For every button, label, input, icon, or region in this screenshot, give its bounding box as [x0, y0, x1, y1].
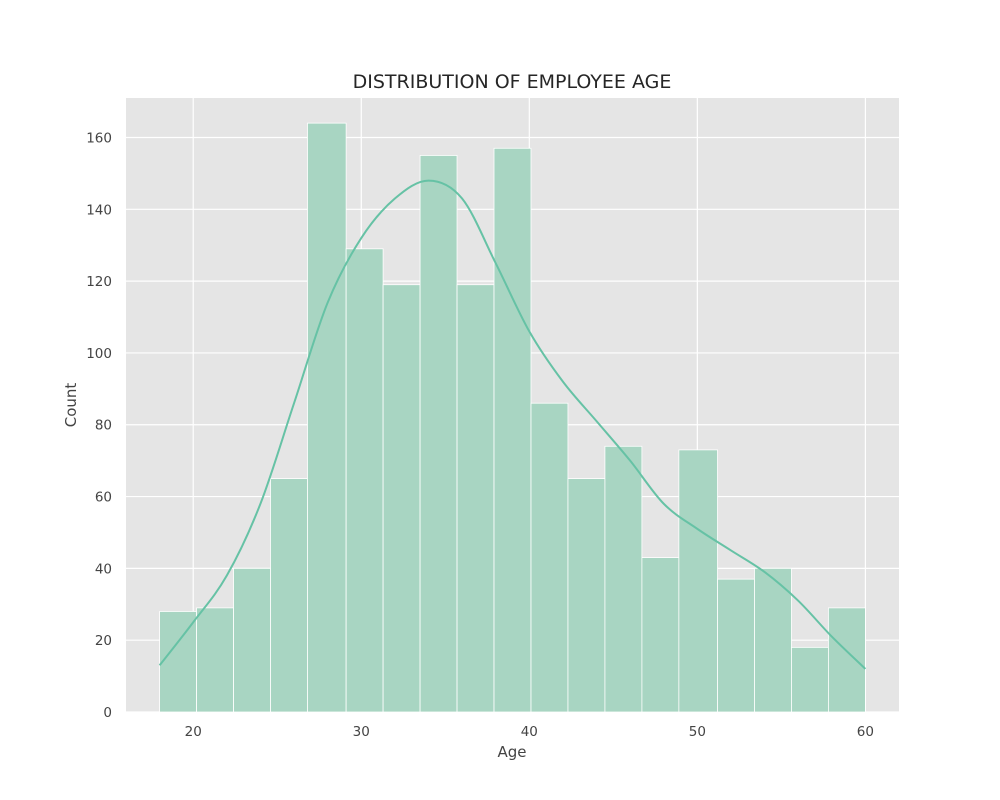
y-tick-label: 0 — [103, 705, 112, 721]
y-tick-label: 20 — [95, 633, 112, 649]
x-tick-label: 30 — [353, 724, 370, 740]
x-axis-label: Age — [497, 743, 526, 761]
histogram-bar — [717, 578, 755, 713]
histogram-bar — [270, 478, 308, 713]
histogram-bar — [456, 284, 495, 713]
histogram-bar — [233, 567, 271, 713]
chart-title: DISTRIBUTION OF EMPLOYEE AGE — [353, 71, 672, 93]
y-tick-label: 140 — [86, 202, 112, 218]
x-tick-label: 20 — [185, 724, 202, 740]
histogram-bar — [493, 147, 532, 713]
histogram-bar — [567, 478, 606, 713]
histogram-bar — [196, 607, 234, 713]
y-tick-label: 80 — [95, 418, 112, 434]
x-tick-label: 50 — [689, 724, 706, 740]
histogram-bar — [791, 646, 829, 713]
histogram-bar — [754, 567, 792, 713]
histogram-bar — [641, 557, 680, 713]
histogram-bar — [419, 155, 458, 713]
histogram-bar — [307, 122, 347, 713]
histogram-bars — [159, 122, 866, 713]
histogram-bar — [530, 402, 569, 713]
y-tick-label: 60 — [95, 490, 112, 506]
histogram-bar — [828, 607, 866, 713]
kde-curve — [158, 179, 867, 670]
x-tick-label: 60 — [857, 724, 874, 740]
histogram-bar — [159, 611, 197, 713]
y-tick-labels: 0 20 40 60 80 100 120 140 160 — [86, 130, 112, 721]
y-tick-label: 160 — [86, 130, 112, 146]
histogram-bar — [678, 449, 718, 713]
x-tick-labels: 20 30 40 50 60 — [185, 724, 874, 740]
histogram-bar — [604, 445, 643, 713]
histogram-bar — [345, 248, 384, 713]
y-axis-label: Count — [62, 383, 80, 428]
y-tick-label: 120 — [86, 274, 112, 290]
histogram-bar — [382, 284, 421, 713]
y-tick-label: 40 — [95, 561, 112, 577]
y-tick-label: 100 — [86, 346, 112, 362]
x-tick-label: 40 — [521, 724, 538, 740]
